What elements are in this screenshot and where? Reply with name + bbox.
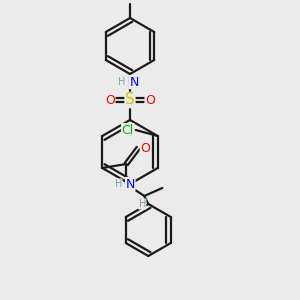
Text: H: H [139, 199, 146, 209]
Text: H: H [118, 77, 126, 87]
Text: Cl: Cl [122, 124, 134, 136]
Text: S: S [125, 92, 135, 107]
Text: O: O [105, 94, 115, 106]
Text: H: H [115, 179, 122, 189]
Text: O: O [145, 94, 155, 106]
Text: N: N [126, 178, 135, 190]
Text: O: O [140, 142, 150, 154]
Text: N: N [129, 76, 139, 88]
